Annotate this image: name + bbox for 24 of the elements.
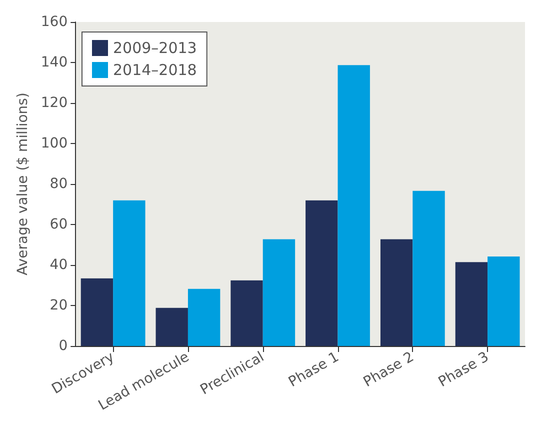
y-tick-label: 60 [50, 216, 68, 232]
y-tick-label: 0 [58, 338, 68, 354]
bar [262, 239, 296, 346]
legend-label: 2009–2013 [113, 39, 197, 57]
bar [230, 280, 263, 346]
bar [306, 200, 338, 346]
bar [412, 190, 445, 346]
y-axis-title: Average value ($ millions) [15, 92, 31, 276]
bar [338, 65, 370, 346]
y-tick-label: 20 [50, 298, 68, 314]
bar [113, 200, 146, 346]
legend-label: 2014–2018 [113, 61, 197, 79]
bar [188, 288, 220, 346]
y-tick-label: 120 [40, 95, 68, 111]
y-tick-label: 100 [40, 136, 68, 152]
bar [488, 256, 520, 346]
bar [455, 262, 488, 346]
y-tick-label: 160 [40, 14, 68, 30]
bar [80, 278, 114, 346]
bar [156, 308, 188, 346]
y-tick-label: 80 [50, 176, 68, 192]
y-tick-label: 140 [40, 54, 68, 70]
bar [380, 239, 413, 346]
y-tick-label: 40 [50, 257, 68, 273]
